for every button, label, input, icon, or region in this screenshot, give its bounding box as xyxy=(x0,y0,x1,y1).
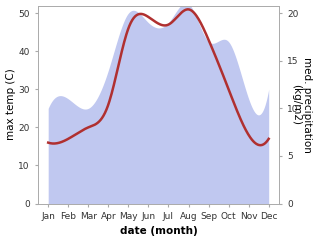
Y-axis label: med. precipitation
(kg/m2): med. precipitation (kg/m2) xyxy=(291,57,313,152)
Y-axis label: max temp (C): max temp (C) xyxy=(5,69,16,140)
X-axis label: date (month): date (month) xyxy=(120,227,197,236)
